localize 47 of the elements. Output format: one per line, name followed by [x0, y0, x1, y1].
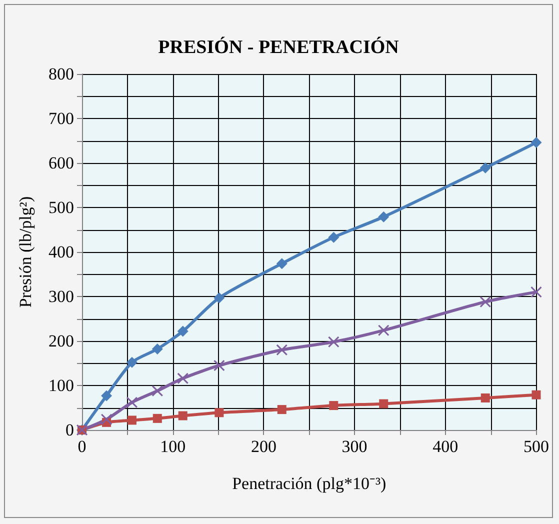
point [214, 360, 225, 371]
point [378, 324, 390, 336]
point [177, 326, 188, 337]
y-tick-label: 400 [48, 242, 74, 262]
point [152, 385, 163, 396]
x-tick-label: 100 [160, 437, 186, 456]
y-tick-label: 700 [48, 109, 74, 128]
x-tick-label: 200 [250, 437, 276, 456]
y-tick-label: 800 [48, 64, 74, 84]
point [480, 393, 490, 402]
point [177, 372, 188, 384]
point [530, 137, 542, 148]
point [178, 411, 188, 420]
point [101, 414, 112, 425]
y-tick-label: 500 [48, 198, 74, 217]
point [378, 211, 390, 222]
y-tick-label: 200 [48, 332, 74, 350]
point [214, 292, 225, 304]
y-tick-label: 600 [48, 154, 74, 172]
y-tick-label: 100 [48, 376, 74, 395]
point [480, 162, 491, 174]
point [480, 296, 491, 308]
point [276, 344, 288, 356]
y-tick-label: 0 [66, 420, 74, 440]
x-tick-label: 300 [342, 437, 368, 456]
point [328, 232, 340, 243]
point [530, 286, 542, 298]
point [276, 258, 288, 270]
point [126, 356, 138, 368]
point [328, 336, 340, 348]
point [127, 416, 136, 425]
point [214, 408, 224, 418]
point [329, 401, 338, 410]
chart-title: PRESIÓN - PENETRACIÓN [158, 36, 400, 58]
x-tick-label: 0 [78, 437, 86, 456]
y-axis-title: Presión (lb/plg²) [16, 196, 35, 308]
x-tick-label: 500 [524, 437, 549, 456]
point [379, 399, 388, 408]
point [277, 405, 286, 414]
point [152, 344, 163, 355]
x-axis-title: Penetración (plg*10⁻³) [232, 474, 386, 493]
point [126, 396, 138, 408]
y-tick-label: 300 [48, 287, 74, 306]
point [532, 390, 541, 400]
point [152, 414, 162, 423]
point [101, 390, 112, 402]
x-tick-label: 400 [432, 437, 458, 456]
